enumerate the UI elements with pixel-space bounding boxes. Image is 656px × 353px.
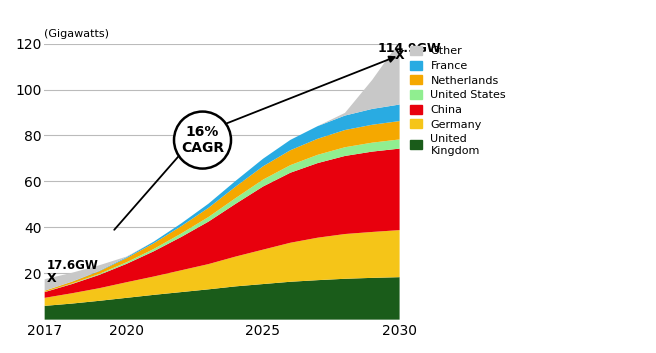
- Text: X: X: [394, 49, 404, 62]
- Text: 16%
CAGR: 16% CAGR: [181, 125, 224, 155]
- Text: 17.6GW: 17.6GW: [47, 259, 99, 272]
- Text: X: X: [47, 272, 56, 285]
- Text: (Gigawatts): (Gigawatts): [44, 29, 109, 39]
- Legend: Other, France, Netherlands, United States, China, Germany, United
Kingdom: Other, France, Netherlands, United State…: [408, 44, 508, 158]
- Text: 114.9GW: 114.9GW: [377, 42, 441, 55]
